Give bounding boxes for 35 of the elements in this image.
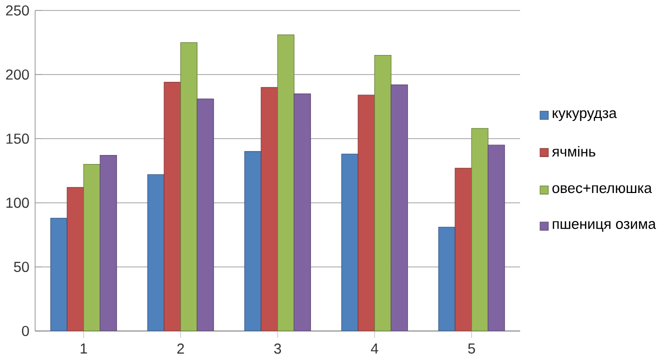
bar: [196, 98, 214, 331]
y-tick-label: 200: [6, 69, 29, 80]
x-tick-label: 5: [468, 343, 475, 354]
bar: [454, 168, 472, 331]
legend-label: ячмінь: [552, 146, 596, 156]
x-tick-label: 4: [370, 343, 378, 354]
y-tick-label: 100: [6, 198, 29, 208]
bar: [294, 93, 311, 331]
x-tick-label: 1: [80, 343, 87, 354]
bar: [277, 34, 294, 331]
bar: [438, 226, 456, 331]
bar: [471, 128, 488, 331]
legend-label: пшениця озима: [552, 221, 656, 232]
y-tick-label: 0: [22, 326, 29, 336]
bar: [147, 174, 164, 331]
legend-label: овес+пелюшка: [552, 184, 652, 194]
x-tick-label: 3: [274, 343, 281, 354]
y-tick-label: 250: [6, 5, 29, 16]
bar: [488, 144, 505, 331]
bar: [358, 94, 375, 331]
bar: [100, 154, 117, 331]
bar: [341, 154, 358, 331]
bar: [66, 187, 84, 331]
bar: [164, 82, 181, 331]
bar: [260, 87, 278, 331]
x-tick-label: 2: [177, 343, 184, 354]
bar: [50, 218, 68, 331]
bar: [374, 54, 392, 331]
bar: [180, 42, 198, 331]
legend-label: кукурудза: [552, 110, 617, 121]
bar: [390, 84, 408, 331]
bar: [244, 151, 262, 331]
y-tick-label: 150: [6, 134, 29, 144]
y-tick-label: 50: [14, 262, 29, 272]
bar: [83, 164, 100, 331]
